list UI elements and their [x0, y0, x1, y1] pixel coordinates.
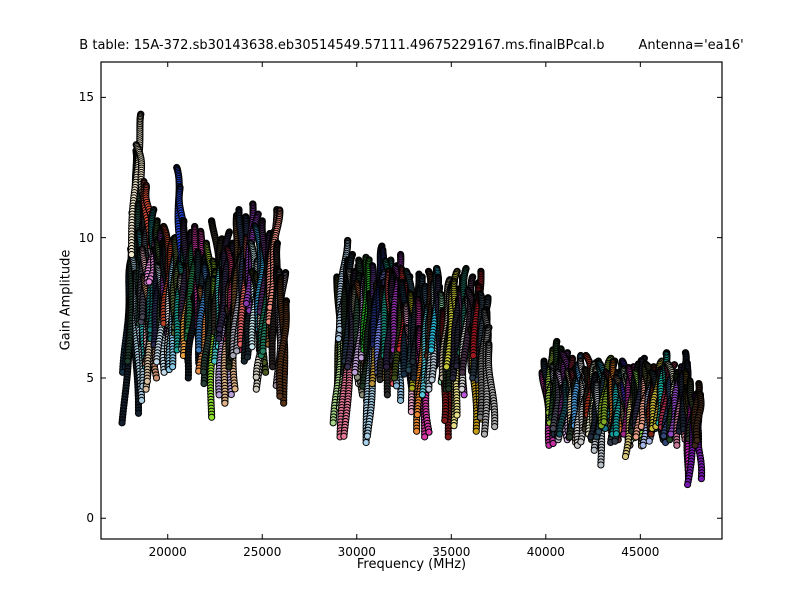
y-tick-label: 0 [86, 511, 94, 526]
x-tick-label: 25000 [243, 545, 282, 559]
y-tick-label: 5 [86, 370, 94, 385]
y-tick-label: 15 [78, 90, 94, 105]
plot-title-row: B table: 15A-372.sb30143638.eb30514549.5… [79, 39, 743, 53]
x-tick-label: 45000 [621, 545, 660, 559]
x-tick-label: 20000 [148, 545, 187, 559]
plot-title: B table: 15A-372.sb30143638.eb30514549.5… [79, 38, 605, 53]
x-axis-label: Frequency (MHz) [356, 557, 467, 572]
x-tick-label: 30000 [337, 545, 376, 559]
x-tick-label: 35000 [432, 545, 471, 559]
x-tick-label: 40000 [526, 545, 565, 559]
antenna-label: Antenna='ea16' [638, 38, 744, 53]
y-tick-label: 10 [78, 230, 94, 245]
y-axis-label: Gain Amplitude [58, 249, 74, 351]
